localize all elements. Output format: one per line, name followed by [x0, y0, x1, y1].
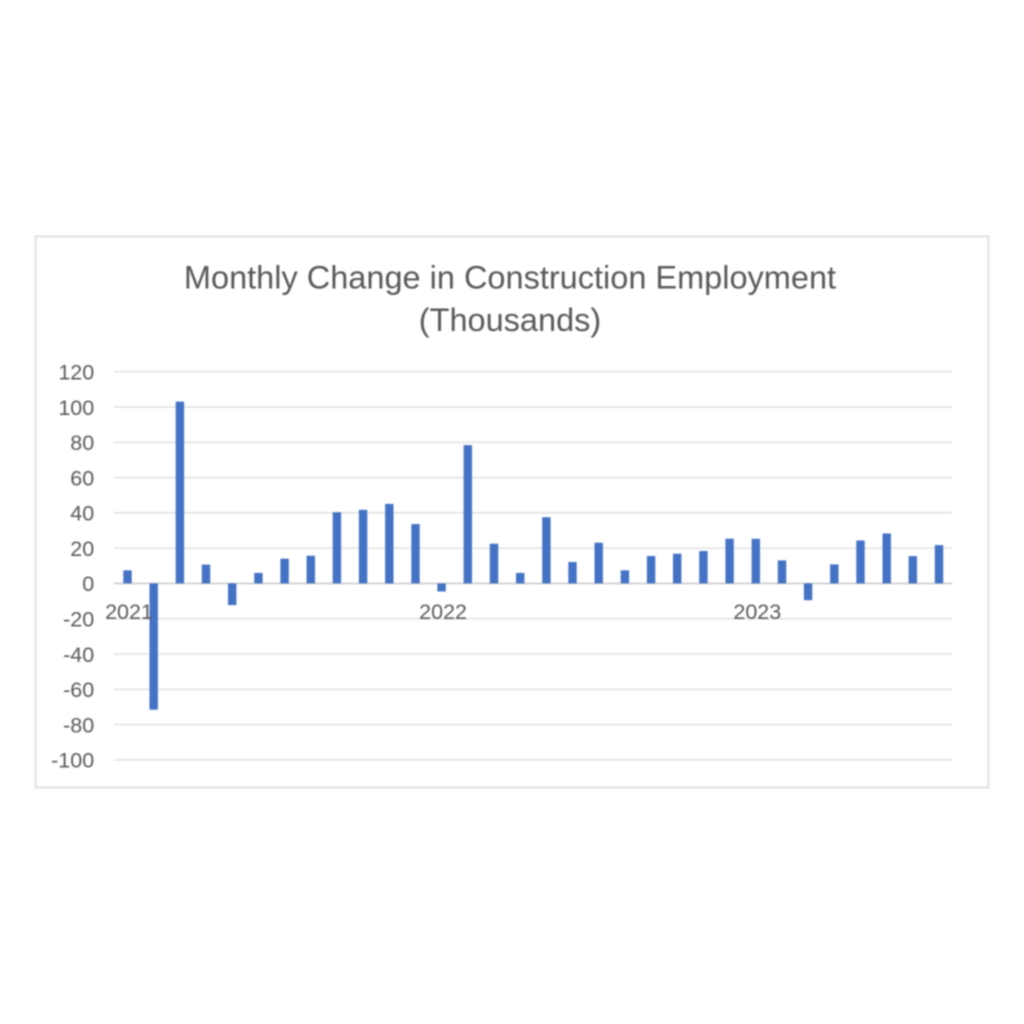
svg-text:-20: -20 — [63, 608, 94, 632]
svg-text:80: 80 — [70, 431, 94, 455]
svg-text:120: 120 — [58, 361, 94, 385]
svg-text:100: 100 — [58, 396, 94, 420]
svg-text:2023: 2023 — [733, 600, 781, 624]
svg-text:20: 20 — [70, 537, 94, 561]
svg-text:-100: -100 — [51, 749, 94, 773]
svg-text:(Thousands): (Thousands) — [419, 302, 601, 338]
svg-text:-60: -60 — [63, 678, 94, 702]
svg-text:60: 60 — [70, 466, 94, 490]
svg-text:0: 0 — [82, 572, 94, 596]
svg-text:-80: -80 — [63, 713, 94, 737]
svg-text:2022: 2022 — [419, 600, 467, 624]
svg-text:-40: -40 — [63, 643, 94, 667]
svg-text:40: 40 — [70, 502, 94, 526]
svg-text:2021: 2021 — [105, 600, 153, 624]
svg-text:Monthly Change in Construction: Monthly Change in Construction Employmen… — [184, 259, 836, 295]
